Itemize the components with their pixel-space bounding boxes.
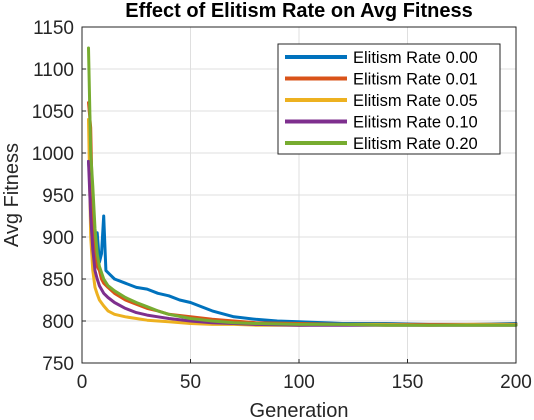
legend: Elitism Rate 0.00 Elitism Rate 0.01 Elitis… [277, 43, 501, 155]
legend-label: Elitism Rate 0.01 [353, 71, 478, 89]
y-tick-label: 850 [42, 270, 74, 291]
y-tick-label: 1150 [33, 18, 74, 39]
legend-label: Elitism Rate 0.10 [353, 114, 478, 132]
chart-title: Effect of Elitism Rate on Avg Fitness [125, 0, 472, 22]
axis-ticks: 0 50 100 150 200 750 800 850 900 950 1000 1050 1100 1… [32, 18, 532, 393]
y-tick-label: 900 [42, 228, 74, 249]
y-axis-label: Avg Fitness [1, 143, 23, 247]
y-tick-label: 950 [42, 186, 74, 207]
x-tick-label: 100 [283, 372, 315, 393]
x-tick-label: 50 [180, 372, 201, 393]
y-tick-label: 1050 [32, 102, 74, 123]
series-line-4 [87, 46, 518, 327]
y-tick-label: 1000 [32, 144, 74, 165]
x-tick-label: 150 [392, 372, 424, 393]
x-tick-label: 200 [500, 372, 532, 393]
legend-label: Elitism Rate 0.05 [353, 92, 478, 110]
x-tick-label: 0 [77, 372, 88, 393]
legend-label: Elitism Rate 0.20 [353, 135, 478, 153]
x-axis-label: Generation [250, 400, 349, 420]
y-tick-label: 800 [42, 312, 74, 333]
legend-label: Elitism Rate 0.00 [353, 49, 478, 67]
y-tick-label: 750 [42, 354, 74, 375]
plot-series [87, 46, 518, 327]
y-tick-label: 1100 [33, 60, 74, 81]
